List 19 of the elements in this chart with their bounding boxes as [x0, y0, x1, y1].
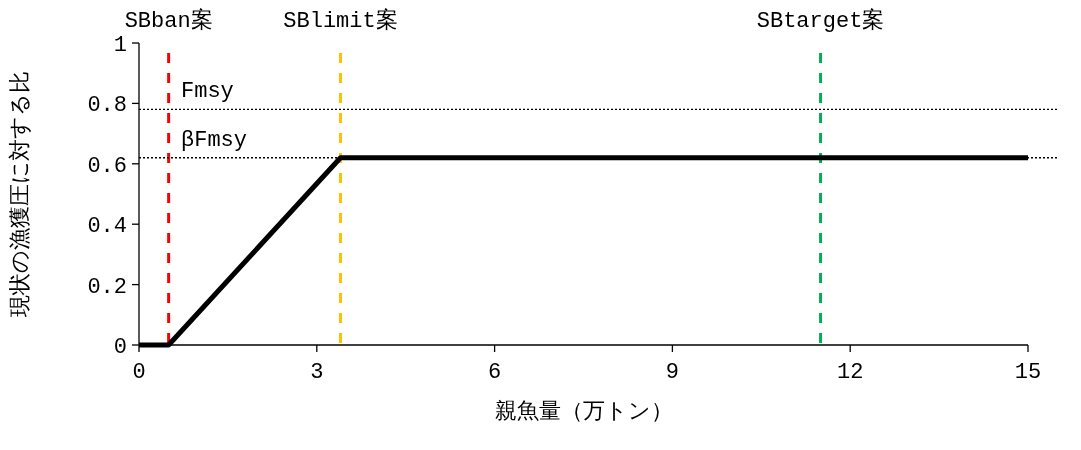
y-tick-label: 0.2 — [87, 274, 127, 300]
ref-line-label: βFmsy — [181, 127, 248, 153]
y-tick-label: 0.6 — [87, 153, 127, 179]
y-tick-label: 0.8 — [87, 93, 127, 119]
x-tick-label: 6 — [488, 360, 502, 385]
y-tick-label: 1 — [113, 33, 127, 58]
y-tick-label: 0 — [113, 335, 127, 360]
ref-line-label: SBtarget案 — [756, 8, 885, 34]
y-axis-title: 現状の漁獲圧に対する比 — [8, 71, 34, 317]
ref-line-label: SBlimit案 — [283, 8, 398, 34]
x-tick-label: 15 — [1014, 360, 1042, 385]
x-tick-label: 0 — [132, 360, 146, 385]
y-tick-label: 0.4 — [87, 214, 127, 240]
x-tick-label: 9 — [665, 360, 679, 385]
x-tick-label: 12 — [837, 360, 864, 385]
x-tick-label: 3 — [310, 360, 324, 385]
ref-line-label: SBban案 — [124, 8, 213, 34]
ref-line-label: Fmsy — [181, 79, 234, 105]
x-axis-title: 親魚量（万トン） — [494, 399, 673, 425]
